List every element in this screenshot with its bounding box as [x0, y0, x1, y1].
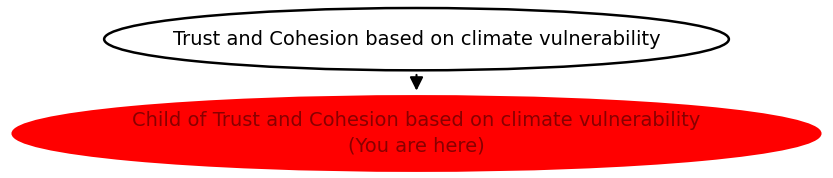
Ellipse shape — [12, 96, 821, 171]
Ellipse shape — [104, 8, 729, 70]
Text: Trust and Cohesion based on climate vulnerability: Trust and Cohesion based on climate vuln… — [172, 30, 661, 49]
Text: Child of Trust and Cohesion based on climate vulnerability
(You are here): Child of Trust and Cohesion based on cli… — [132, 111, 701, 156]
